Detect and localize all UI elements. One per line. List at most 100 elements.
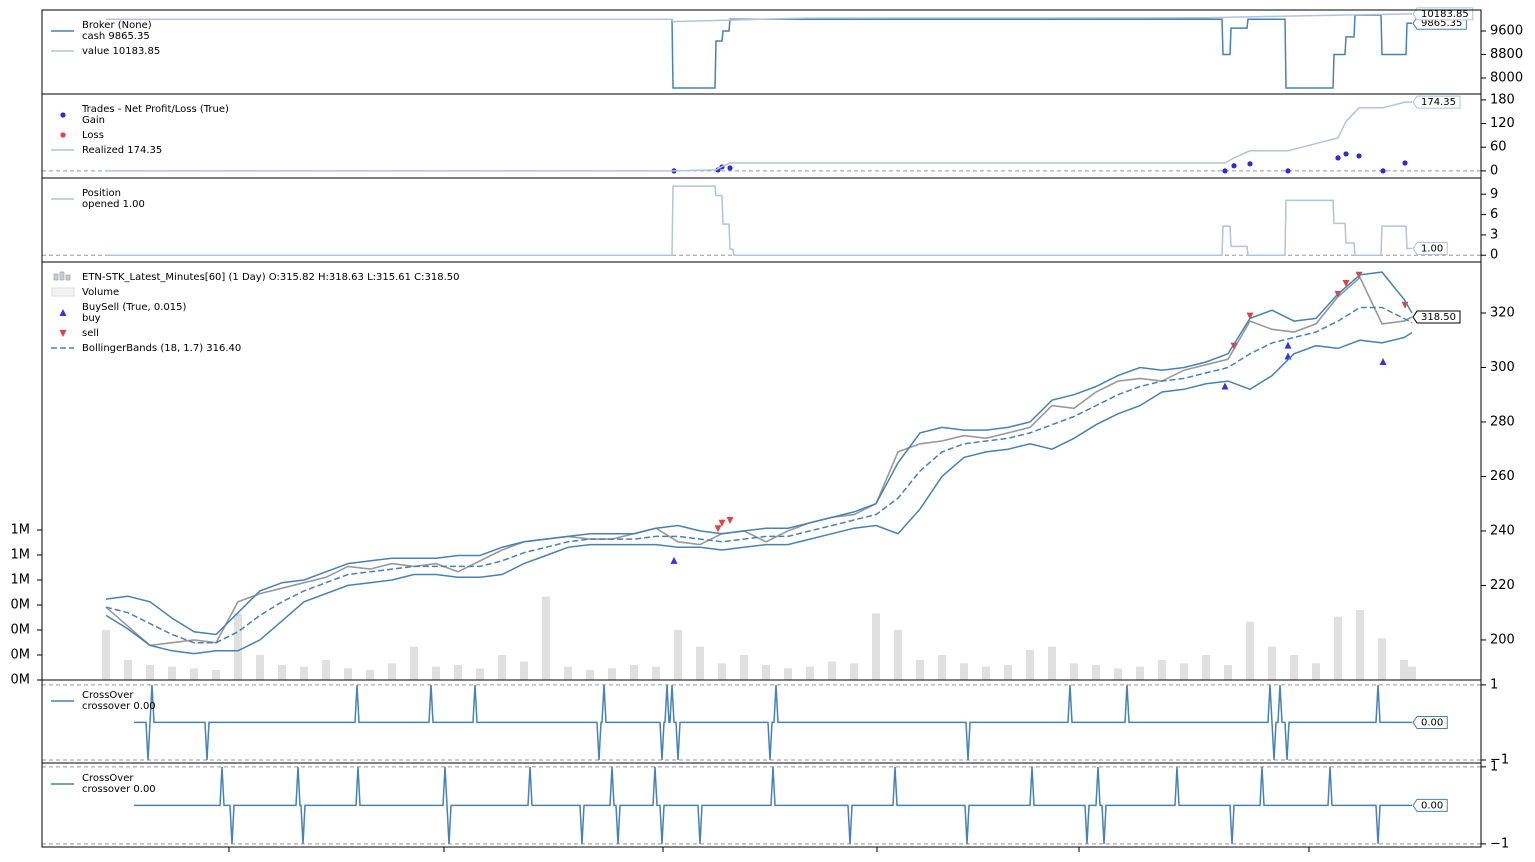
buy-marker	[1284, 352, 1292, 360]
legend-label: ETN-STK_Latest_Minutes[60] (1 Day) O:315…	[82, 272, 460, 283]
volume-bar	[1400, 660, 1408, 680]
last-value-tag: 1.00	[1412, 241, 1448, 255]
tag-box	[1412, 7, 1474, 21]
legend-label: buy	[82, 313, 101, 324]
tag-box	[1412, 241, 1448, 255]
volume-bar	[1136, 666, 1144, 680]
volume-bar	[498, 655, 506, 680]
tag-box	[1412, 95, 1461, 109]
legend-entry: Realized 174.35	[51, 145, 162, 156]
volume-bar	[1290, 655, 1298, 680]
panel-frame	[41, 93, 1482, 179]
volume-bar	[1114, 668, 1122, 680]
volume-bar	[982, 666, 990, 680]
volume-bar	[168, 666, 176, 680]
volume-bar	[1202, 655, 1210, 680]
volume-bar	[102, 630, 110, 680]
y2-tick-label: 1M	[11, 573, 31, 588]
legend-label: cash 9865.35	[82, 31, 150, 42]
volume-bar	[1378, 638, 1386, 680]
y-tick-label: 1	[1490, 759, 1498, 774]
y-tick-label: 0	[1490, 248, 1498, 263]
legend-entry: BuySell (True, 0.015)buy	[59, 302, 186, 324]
volume-bar	[1026, 650, 1034, 680]
legend-swatch	[51, 287, 75, 297]
volume-bar	[586, 670, 594, 680]
volume-bar	[410, 646, 418, 680]
legend-label: Gain	[82, 115, 105, 126]
volume-bar	[344, 668, 352, 680]
volume-bar	[762, 665, 770, 680]
volume-bar	[366, 670, 374, 680]
legend-entry: BollingerBands (18, 1.7) 316.40	[51, 343, 241, 354]
volume-bar	[916, 660, 924, 680]
trade-dot	[1380, 168, 1386, 174]
volume-bar	[1158, 660, 1166, 680]
volume-bar	[1334, 616, 1342, 680]
panel-frame	[41, 9, 1482, 95]
legend-label: crossover 0.00	[82, 784, 156, 795]
panel: 0 60 120 180 174.35 Trades - Net Profit/Loss …	[41, 92, 1515, 179]
series-line	[105, 306, 1413, 644]
trade-dot	[1247, 161, 1253, 167]
volume-bar	[608, 668, 616, 680]
volume-bar	[1224, 665, 1232, 680]
volume-bar	[212, 670, 220, 680]
y-tick-label: 220	[1490, 578, 1515, 593]
volume-bar	[1070, 663, 1078, 680]
volume-bar	[740, 655, 748, 680]
volume-bar	[894, 630, 902, 680]
y-tick-label: 320	[1490, 305, 1515, 320]
tag-box	[1412, 310, 1461, 324]
volume-bar	[476, 668, 484, 680]
series-line	[105, 271, 1413, 636]
legend-title: BuySell (True, 0.015)	[82, 302, 186, 313]
price-line	[105, 276, 1413, 647]
panel: 200 220 240 260 280 300 320 0M 0M 0M 0M 1M 1M 1M 318.5…	[11, 261, 1515, 688]
tag-label: 10183.85	[1421, 9, 1469, 20]
series-line	[106, 14, 1412, 89]
volume-bar	[322, 660, 330, 680]
series-line	[106, 185, 1412, 256]
volume-bar	[124, 660, 132, 680]
legend-label: Realized 174.35	[82, 145, 162, 156]
x-axis-ticks	[228, 847, 1310, 852]
y-tick-label: 0	[1490, 163, 1498, 178]
y-tick-label: 260	[1490, 469, 1515, 484]
last-value-tag: 0.00	[1412, 798, 1448, 812]
legend-label: crossover 0.00	[82, 701, 156, 712]
buy-marker	[1221, 382, 1229, 390]
trade-dot	[1356, 153, 1362, 159]
legend-title: Broker (None)	[82, 20, 152, 31]
volume-bar	[1246, 621, 1254, 680]
tag-label: 9865.35	[1421, 18, 1462, 29]
y-tick-label: 6	[1490, 207, 1498, 222]
trade-dot	[1343, 151, 1349, 157]
volume-bar	[278, 665, 286, 680]
legend-swatch	[60, 132, 66, 138]
legend-entry: sell	[59, 328, 99, 339]
y2-tick-label: 1M	[11, 548, 31, 563]
legend-entry: value 10183.85	[51, 46, 160, 57]
tag-label: 174.35	[1421, 97, 1456, 108]
sell-marker	[1342, 279, 1350, 287]
y-tick-label: −1	[1490, 752, 1509, 767]
legend-title: CrossOver	[82, 690, 134, 701]
tag-label: 0.00	[1421, 800, 1443, 811]
y-tick-label: 120	[1490, 116, 1515, 131]
panel-frame	[41, 177, 1482, 263]
y-tick-label: 200	[1490, 632, 1515, 647]
volume-bar	[784, 668, 792, 680]
y-tick-label: 8800	[1490, 47, 1523, 62]
legend-label: Loss	[82, 130, 104, 141]
last-value-tag: 318.50	[1412, 310, 1461, 324]
volume-bar	[960, 663, 968, 680]
legend-swatch	[60, 112, 66, 118]
volume-bar	[652, 666, 660, 680]
series-line	[134, 684, 1412, 761]
y-tick-label: 240	[1490, 523, 1515, 538]
tag-box	[1412, 798, 1448, 812]
tag-label: 0.00	[1421, 717, 1443, 728]
